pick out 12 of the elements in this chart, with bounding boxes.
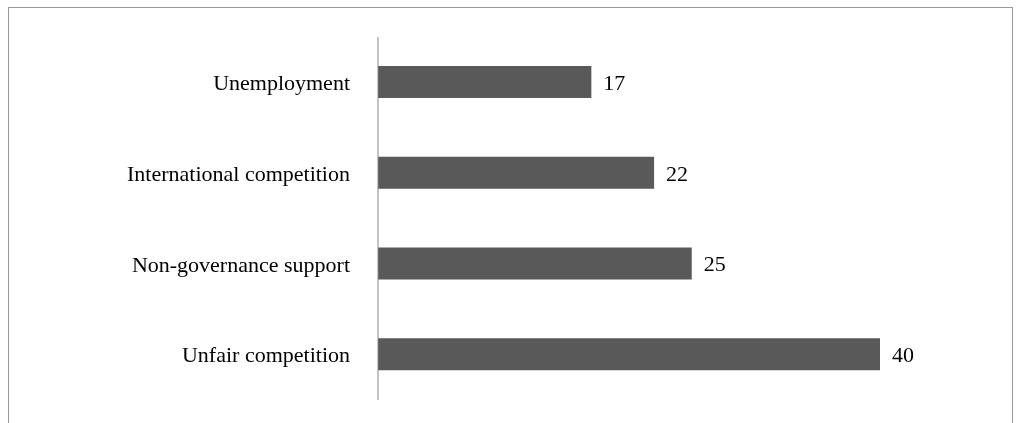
bar	[378, 338, 880, 371]
bar	[378, 247, 692, 280]
data-label: 22	[666, 160, 689, 186]
data-label: 25	[703, 251, 726, 277]
y-tick-label: Unfair competition	[181, 342, 350, 368]
data-label: 40	[892, 342, 914, 368]
bar	[378, 156, 655, 189]
y-tick-label: International competition	[127, 160, 350, 186]
y-tick-label: Unemployment	[213, 70, 350, 96]
y-tick-label: Non-governance support	[131, 251, 350, 277]
bar	[378, 66, 592, 98]
data-label: 17	[603, 69, 626, 95]
